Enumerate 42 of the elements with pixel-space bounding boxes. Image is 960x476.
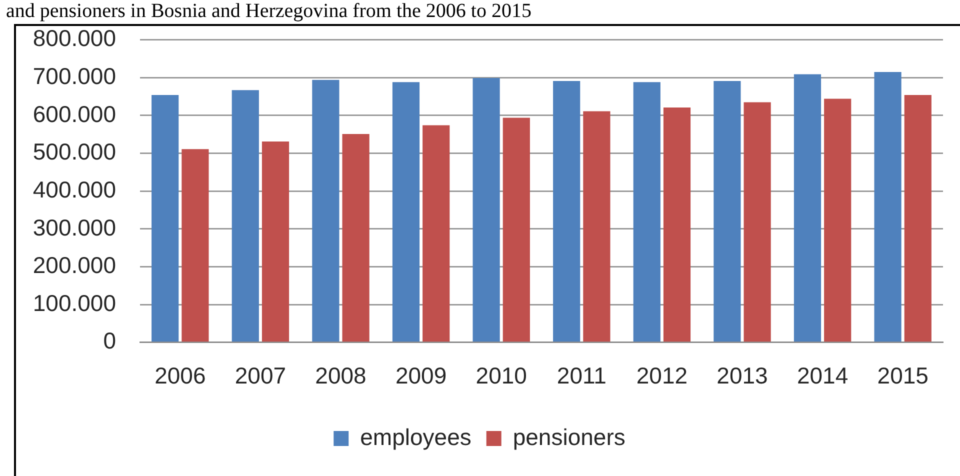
x-tick-label: 2010 [476,362,527,389]
bar [744,102,771,342]
bar [342,134,370,342]
bar [904,95,932,342]
bar [392,82,420,342]
bar [152,95,179,342]
y-tick-label: 800.000 [32,25,116,52]
bar [422,125,450,342]
y-tick-label: 400.000 [32,176,116,202]
x-tick-label: 2009 [395,362,447,389]
y-tick-label: 500.000 [32,138,116,165]
x-tick-label: 2006 [154,362,206,389]
y-tick-label: 200.000 [32,252,116,278]
x-tick-label: 2014 [796,362,848,389]
bar [312,80,340,342]
y-tick-label: 100.000 [32,290,116,316]
bar [502,118,530,342]
y-tick-label: 300.000 [32,214,116,240]
bar [794,74,822,342]
bar [553,81,580,342]
y-tick-label: 0 [103,328,116,354]
bar [182,149,209,342]
x-tick-label: 2012 [636,362,688,389]
bar [583,111,610,342]
bar [633,82,660,342]
x-tick-label: 2011 [556,362,606,389]
bar [824,98,852,342]
x-tick-label: 2008 [315,362,366,389]
chart-title: and pensioners in Bosnia and Herzegovina from the 2006 to 2015 [6,0,532,23]
bar [714,81,741,342]
bar [663,108,691,342]
bar [472,78,500,342]
bar [874,72,902,342]
legend-label: employees [360,424,472,450]
x-tick-label: 2015 [877,362,928,389]
bar [232,90,259,342]
bar [262,142,290,342]
y-tick-label: 600.000 [32,100,116,127]
y-tick-label: 700.000 [32,62,116,89]
x-tick-label: 2007 [234,362,286,389]
x-tick-label: 2013 [716,362,768,389]
legend-label: pensioners [512,424,626,450]
